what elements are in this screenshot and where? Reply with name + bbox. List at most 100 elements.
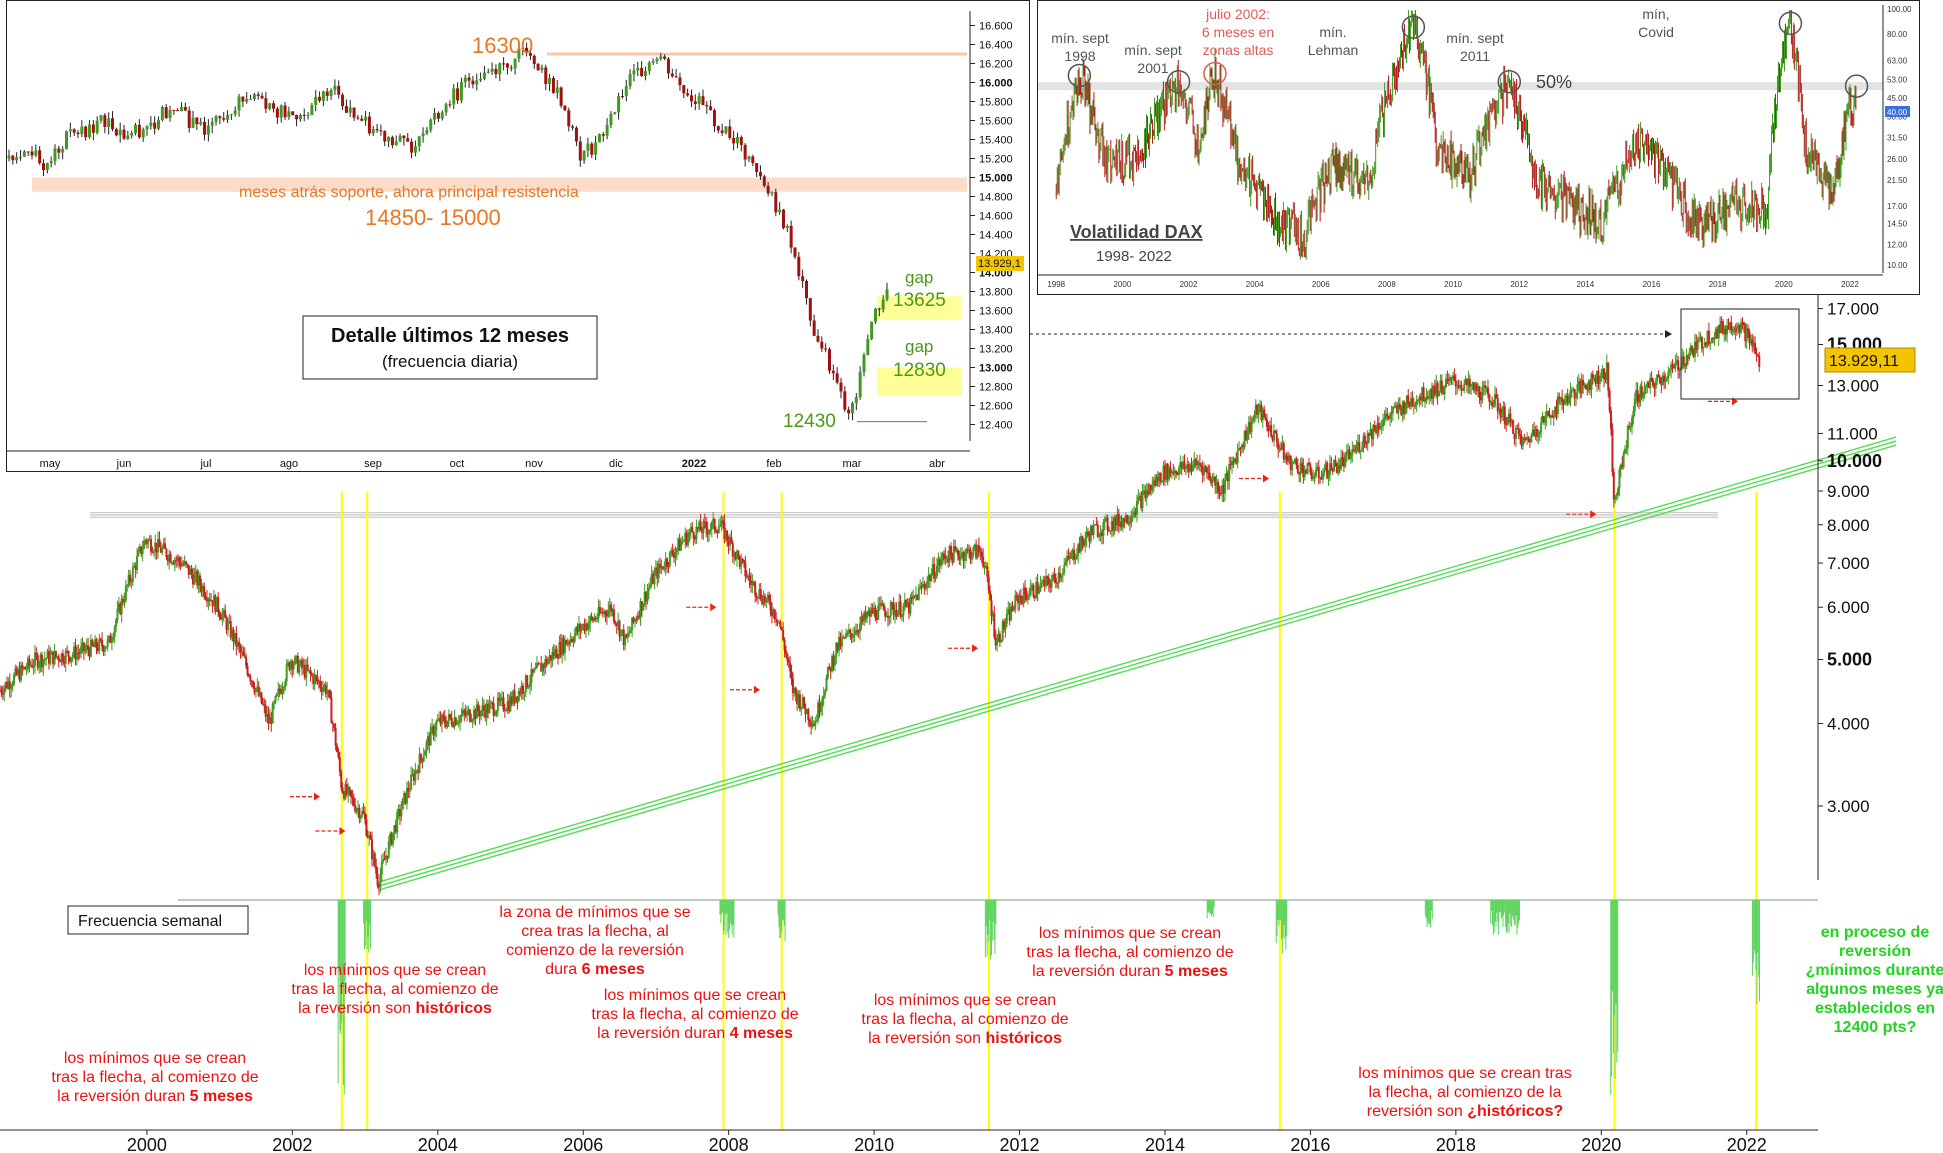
candle-body xyxy=(28,658,31,666)
candle-body xyxy=(763,595,766,603)
y-tick-label: 15.800 xyxy=(979,97,1013,109)
candle-body xyxy=(537,663,540,665)
candle-body xyxy=(1208,472,1211,479)
candle-body xyxy=(617,96,621,113)
candle-body xyxy=(973,544,976,548)
candle-body xyxy=(708,531,711,535)
candle-body xyxy=(555,87,559,93)
candle-body xyxy=(778,209,782,213)
candle-body xyxy=(1155,476,1158,486)
candle-body xyxy=(1057,572,1060,584)
note-emphasis: históricos xyxy=(985,1030,1062,1047)
candle-body xyxy=(801,276,805,281)
candle-body xyxy=(459,716,462,723)
candle-body xyxy=(168,554,171,562)
candle-body xyxy=(1296,464,1299,473)
support-trendline xyxy=(377,436,1897,883)
annotation-note: los mínimos que se crean tras la flecha, … xyxy=(591,987,798,1042)
arrow-head xyxy=(1262,474,1269,483)
candle-body xyxy=(944,555,947,559)
candle-body xyxy=(773,609,776,619)
y-tick-label: 38.00 xyxy=(1887,113,1908,122)
candle-body xyxy=(670,550,673,552)
candle-body xyxy=(59,660,62,663)
candle-body xyxy=(798,694,801,710)
candle-body xyxy=(1576,384,1579,394)
candle-body xyxy=(1240,445,1243,449)
candle-body xyxy=(691,527,694,532)
candle-body xyxy=(274,696,277,703)
candle-body xyxy=(1728,322,1731,330)
vol-annotation: 6 meses en xyxy=(1202,24,1274,40)
candle-body xyxy=(1306,462,1309,474)
candle-body xyxy=(145,126,149,130)
candle-body xyxy=(705,522,708,529)
candle-body xyxy=(889,602,892,616)
x-tick-label: 2004 xyxy=(418,1135,458,1153)
candle-body xyxy=(1605,362,1608,380)
candle-body xyxy=(970,555,973,560)
candle-body xyxy=(184,561,187,564)
candle-body xyxy=(1612,472,1615,500)
candle-body xyxy=(605,125,609,136)
note-emphasis: 5 meses xyxy=(190,1088,253,1105)
candle-body xyxy=(8,681,11,690)
volatility-svg: 10.0012.0014.5017.0021.5026.0031.5038.00… xyxy=(1038,5,1912,289)
candle-body xyxy=(516,696,519,702)
gap2-value: 12830 xyxy=(893,360,946,381)
candle-body xyxy=(1338,465,1341,469)
candle-body xyxy=(709,529,712,532)
candle-body xyxy=(138,546,141,551)
candle-body xyxy=(1021,598,1024,604)
candle-body xyxy=(559,87,563,106)
candle-body xyxy=(733,552,736,557)
candle-body xyxy=(609,113,613,126)
candle-body xyxy=(233,110,237,115)
candle-body xyxy=(582,624,585,628)
candle-body xyxy=(963,556,966,561)
candle-body xyxy=(1119,521,1122,527)
candle-body xyxy=(226,621,229,630)
y-tick-label: 13.800 xyxy=(979,287,1013,299)
candle-body xyxy=(1319,477,1322,479)
candle-body xyxy=(545,658,548,665)
candle-body xyxy=(42,163,46,171)
candle-body xyxy=(1214,476,1217,486)
candle-body xyxy=(1590,373,1593,390)
candle-body xyxy=(137,124,141,138)
candle-body xyxy=(386,855,389,858)
candle-body xyxy=(1495,394,1498,399)
candle-body xyxy=(1631,418,1634,427)
candle-body xyxy=(1314,469,1317,477)
candle-body xyxy=(191,574,194,585)
candle-body xyxy=(877,308,881,310)
candle-body xyxy=(647,62,651,72)
candle-body xyxy=(459,82,463,101)
candle-body xyxy=(698,521,701,530)
candle-body xyxy=(1050,580,1053,588)
candle-body xyxy=(1397,404,1400,413)
candle-body xyxy=(975,544,978,558)
candle-body xyxy=(1001,621,1004,641)
volatility-plot xyxy=(1038,10,1883,260)
candle-body xyxy=(942,553,945,556)
candle-body xyxy=(1417,399,1420,401)
candle-body xyxy=(521,47,525,49)
candle-body xyxy=(87,645,90,651)
candle-body xyxy=(1257,405,1260,415)
candle-body xyxy=(136,555,139,571)
candle-body xyxy=(1277,442,1280,450)
candle-body xyxy=(1247,421,1250,434)
candle-body xyxy=(790,671,793,679)
candle-body xyxy=(940,560,943,566)
low-label: 12430 xyxy=(783,411,836,432)
candle-body xyxy=(1692,349,1695,357)
candle-body xyxy=(105,646,108,649)
candle-body xyxy=(548,655,551,660)
candle-body xyxy=(327,690,330,692)
candle-body xyxy=(193,574,196,585)
weekly-oscillator-panel xyxy=(178,899,1818,1095)
candle-body xyxy=(176,557,179,560)
